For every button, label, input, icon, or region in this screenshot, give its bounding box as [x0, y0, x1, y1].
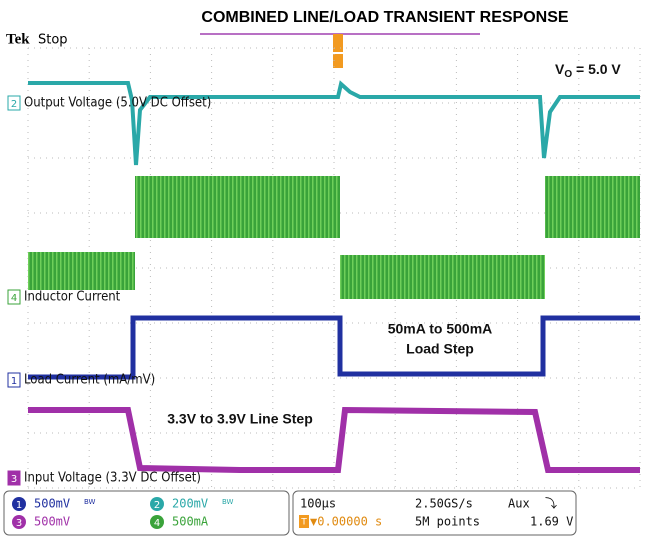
bandwidth-limit: BW: [84, 498, 96, 506]
channel-number: 1: [16, 500, 22, 511]
load-step-annotation: Load Step: [406, 341, 474, 357]
channel-scale: 500mV: [34, 515, 70, 529]
channel-label: Output Voltage (5.0V DC Offset): [24, 96, 211, 111]
channel-label: Input Voltage (3.3V DC Offset): [24, 471, 201, 486]
sample-rate: 2.50GS/s: [415, 497, 473, 511]
trigger-marker: [333, 34, 343, 52]
bandwidth-limit: BW: [222, 498, 234, 506]
channel-number: 4: [154, 518, 160, 529]
load-step-annotation: 50mA to 500mA: [388, 321, 493, 337]
trigger-slope: ⤵: [545, 497, 557, 511]
inductor-current-trace: [28, 176, 640, 299]
load-current-trace: [28, 318, 640, 377]
vo-annotation: VO = 5.0 V: [555, 61, 621, 80]
channel-scale: 500mV: [34, 497, 70, 511]
channel-scale: 500mA: [172, 515, 209, 529]
run-state: Stop: [38, 33, 68, 48]
channel-label: Inductor Current: [24, 290, 121, 305]
scope-screen: COMBINED LINE/LOAD TRANSIENT RESPONSE Te…: [0, 0, 649, 538]
channel-number: 3: [16, 518, 22, 529]
input-voltage-trace: [28, 410, 640, 470]
trigger-source: Aux: [508, 497, 530, 511]
channel-marker-number: 3: [11, 474, 17, 485]
trigger-level: 1.69 V: [530, 515, 573, 529]
channel-scale: 200mV: [172, 497, 208, 511]
channel-label: Load Current (mA/mV): [24, 373, 155, 388]
record: 5M points: [415, 515, 480, 529]
timebase: 100µs: [300, 497, 336, 511]
channel-marker-number: 1: [11, 376, 17, 387]
channel-marker-number: 2: [11, 99, 17, 110]
line-step-annotation: 3.3V to 3.9V Line Step: [167, 411, 313, 427]
trigger-pos: ▼0.00000 s: [310, 515, 382, 529]
channel-marker-number: 4: [11, 293, 17, 304]
trigger-icon-letter: T: [300, 518, 307, 528]
channel-number: 2: [154, 500, 160, 511]
title: COMBINED LINE/LOAD TRANSIENT RESPONSE: [201, 9, 568, 26]
brand: Tek: [6, 31, 30, 47]
